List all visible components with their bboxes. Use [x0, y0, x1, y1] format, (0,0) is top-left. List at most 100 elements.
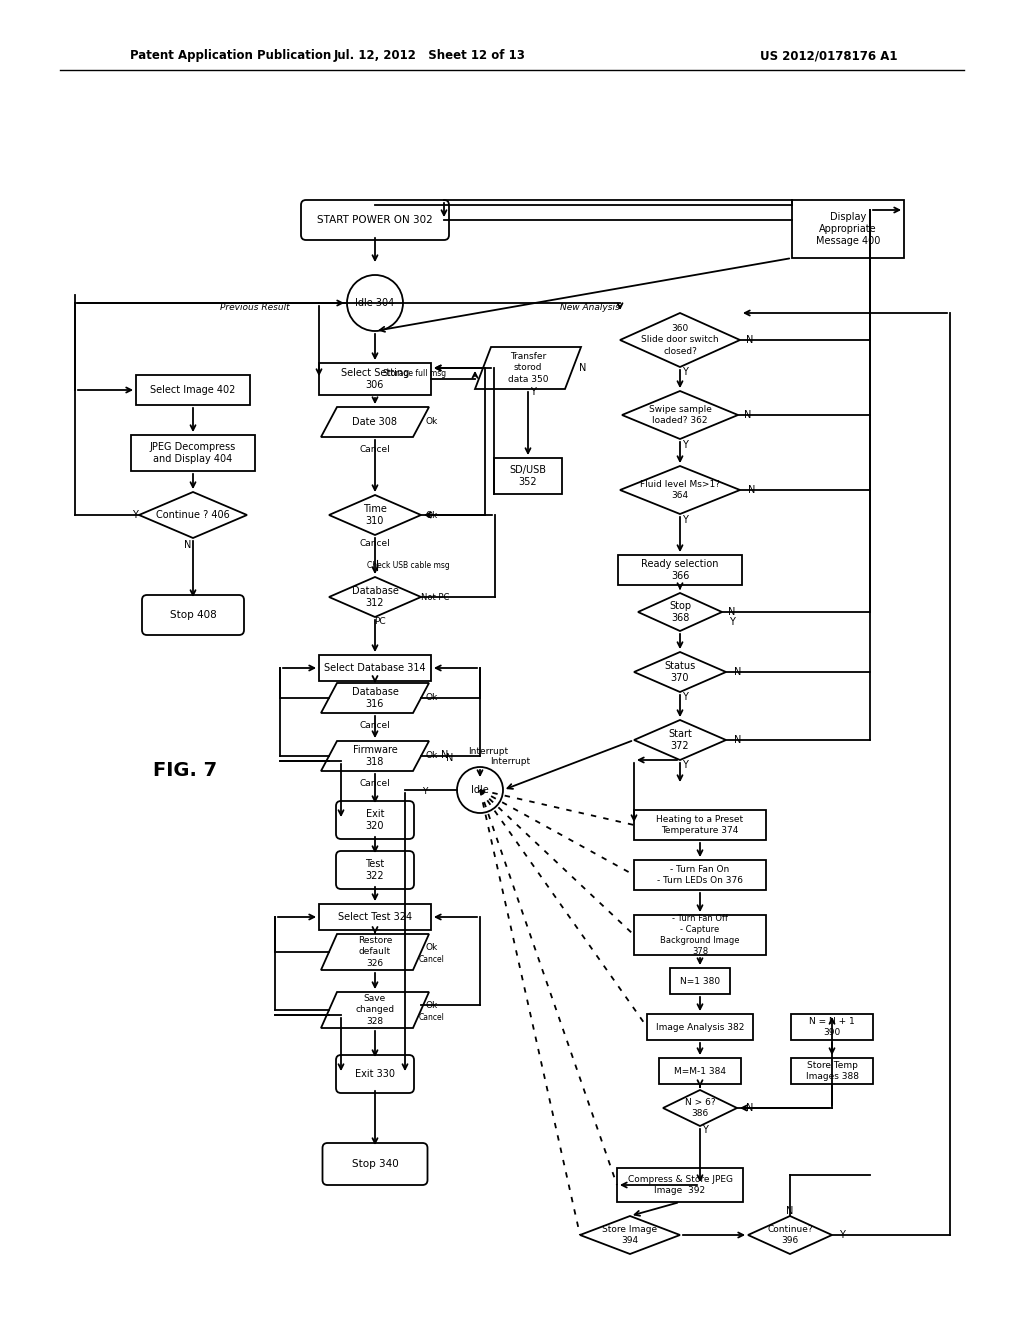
- Bar: [319, 904, 431, 931]
- Text: Y: Y: [132, 510, 138, 520]
- Text: N: N: [749, 484, 756, 495]
- Text: Ready selection
366: Ready selection 366: [641, 558, 719, 581]
- Text: Storage full msg: Storage full msg: [383, 368, 446, 378]
- Circle shape: [347, 275, 403, 331]
- Polygon shape: [634, 652, 726, 692]
- Text: FIG. 7: FIG. 7: [153, 760, 217, 780]
- Bar: [131, 436, 255, 471]
- Polygon shape: [321, 682, 429, 713]
- FancyBboxPatch shape: [336, 801, 414, 840]
- Text: Cancel: Cancel: [359, 445, 390, 454]
- Polygon shape: [580, 1216, 680, 1254]
- Text: N: N: [580, 363, 587, 374]
- Polygon shape: [663, 1090, 737, 1126]
- Text: Y: Y: [682, 515, 688, 525]
- Text: N > 6?
386: N > 6? 386: [685, 1098, 716, 1118]
- Text: Previous Result: Previous Result: [220, 302, 290, 312]
- Text: Transfer
storod
data 350: Transfer storod data 350: [508, 352, 548, 384]
- Polygon shape: [321, 993, 429, 1028]
- Text: Patent Application Publication: Patent Application Publication: [130, 49, 331, 62]
- FancyBboxPatch shape: [301, 201, 449, 240]
- Text: N=1 380: N=1 380: [680, 977, 720, 986]
- Text: Stop
368: Stop 368: [669, 601, 691, 623]
- Polygon shape: [622, 391, 738, 440]
- Text: Database
316: Database 316: [351, 686, 398, 709]
- Text: N: N: [746, 1104, 754, 1113]
- Polygon shape: [329, 577, 421, 616]
- Bar: [319, 363, 431, 395]
- Text: Y: Y: [682, 692, 688, 702]
- Text: N: N: [744, 411, 752, 420]
- Text: Ok: Ok: [426, 942, 438, 952]
- Polygon shape: [139, 492, 247, 539]
- Text: N: N: [734, 735, 741, 744]
- FancyBboxPatch shape: [142, 595, 244, 635]
- Bar: [670, 968, 730, 994]
- Text: Status
370: Status 370: [665, 661, 695, 684]
- Text: Fluid level Ms>1?
364: Fluid level Ms>1? 364: [640, 480, 720, 500]
- Text: - Turn Fan Off
- Capture
Background Image
378: - Turn Fan Off - Capture Background Imag…: [660, 913, 739, 956]
- Text: Cancel: Cancel: [359, 779, 390, 788]
- Text: Y: Y: [729, 616, 735, 627]
- Text: N: N: [728, 607, 735, 616]
- Text: N: N: [441, 750, 449, 760]
- Text: Y: Y: [682, 440, 688, 450]
- Polygon shape: [638, 593, 722, 631]
- Polygon shape: [634, 719, 726, 760]
- Text: Database
312: Database 312: [351, 586, 398, 609]
- Polygon shape: [620, 466, 740, 513]
- Text: Y: Y: [682, 760, 688, 770]
- Polygon shape: [475, 347, 581, 389]
- Text: N = N + 1
390: N = N + 1 390: [809, 1016, 855, 1038]
- Text: Date 308: Date 308: [352, 417, 397, 426]
- Text: Select Image 402: Select Image 402: [151, 385, 236, 395]
- Text: Save
changed
328: Save changed 328: [355, 994, 394, 1026]
- Bar: [319, 655, 431, 681]
- Text: Ok: Ok: [426, 511, 438, 520]
- Text: N: N: [184, 540, 191, 550]
- Text: Firmware
318: Firmware 318: [352, 744, 397, 767]
- FancyBboxPatch shape: [336, 1055, 414, 1093]
- Text: N: N: [786, 1206, 794, 1216]
- Text: Heating to a Preset
Temperature 374: Heating to a Preset Temperature 374: [656, 814, 743, 836]
- Bar: [792, 201, 904, 257]
- Text: Check USB cable msg: Check USB cable msg: [367, 561, 450, 569]
- Bar: [791, 1014, 873, 1040]
- Text: SD/USB
352: SD/USB 352: [510, 465, 547, 487]
- Polygon shape: [321, 407, 429, 437]
- Text: Compress & Store JPEG
Image  392: Compress & Store JPEG Image 392: [628, 1175, 732, 1195]
- Text: Swipe sample
loaded? 362: Swipe sample loaded? 362: [648, 405, 712, 425]
- Text: 360
Slide door switch
closed?: 360 Slide door switch closed?: [641, 325, 719, 355]
- Text: N: N: [446, 752, 454, 763]
- Text: - Turn Fan On
- Turn LEDs On 376: - Turn Fan On - Turn LEDs On 376: [657, 865, 743, 884]
- Text: Select Setting
306: Select Setting 306: [341, 368, 410, 391]
- Text: Cancel: Cancel: [419, 956, 445, 965]
- Text: Cancel: Cancel: [359, 721, 390, 730]
- Text: PC: PC: [374, 616, 386, 626]
- Text: Y: Y: [530, 387, 536, 397]
- Text: Store Image
394: Store Image 394: [602, 1225, 657, 1245]
- Text: Idle: Idle: [471, 785, 488, 795]
- Text: Select Database 314: Select Database 314: [325, 663, 426, 673]
- Bar: [634, 915, 766, 954]
- Text: New Analysis: New Analysis: [560, 302, 620, 312]
- Text: Continue?
396: Continue? 396: [767, 1225, 813, 1245]
- Text: Not PC: Not PC: [421, 593, 450, 602]
- Text: Ok: Ok: [426, 1001, 438, 1010]
- Text: N: N: [734, 667, 741, 677]
- Polygon shape: [620, 313, 740, 367]
- Text: Stop 340: Stop 340: [351, 1159, 398, 1170]
- Bar: [618, 554, 742, 585]
- Text: Interrupt: Interrupt: [489, 758, 530, 767]
- Text: Idle 304: Idle 304: [355, 298, 394, 308]
- Text: Continue ? 406: Continue ? 406: [156, 510, 229, 520]
- Polygon shape: [748, 1216, 831, 1254]
- Text: Interrupt: Interrupt: [468, 747, 508, 756]
- Text: JPEG Decompress
and Display 404: JPEG Decompress and Display 404: [150, 442, 237, 465]
- Polygon shape: [321, 741, 429, 771]
- FancyBboxPatch shape: [323, 1143, 427, 1185]
- Text: Image Analysis 382: Image Analysis 382: [655, 1023, 744, 1031]
- FancyBboxPatch shape: [336, 851, 414, 888]
- Text: Exit
320: Exit 320: [366, 809, 384, 832]
- Text: Ok: Ok: [426, 417, 438, 426]
